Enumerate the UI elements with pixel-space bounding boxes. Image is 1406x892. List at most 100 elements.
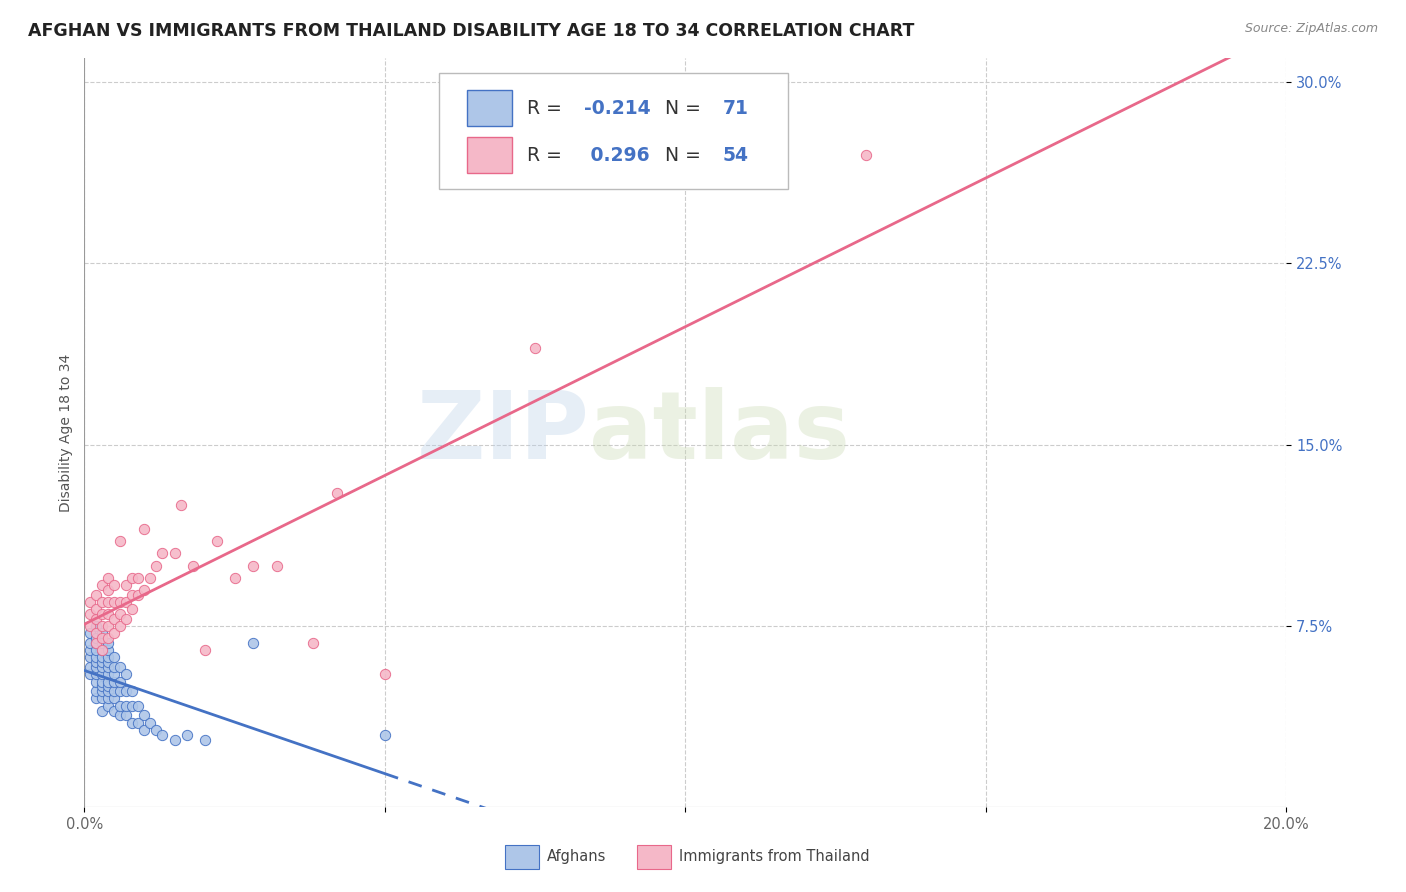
Point [79,595,101,609]
Point [91,578,114,592]
Point [86,643,108,657]
Text: Afghans: Afghans [547,849,606,864]
Point [301,636,323,650]
Point [97,595,120,609]
Point [110,674,132,689]
Point [115,667,138,681]
Point [91,619,114,633]
Point [115,698,138,713]
Point [97,607,120,621]
Point [97,684,120,698]
Point [103,674,125,689]
Point [176,728,198,742]
Point [181,558,204,573]
FancyBboxPatch shape [467,137,512,173]
Point [110,619,132,633]
Point [115,595,138,609]
Point [194,643,217,657]
Point [110,595,132,609]
Point [86,636,108,650]
Point [242,636,264,650]
Point [97,655,120,669]
Text: atlas: atlas [589,386,851,479]
Point [86,626,108,640]
Text: N =: N = [665,99,707,118]
Point [86,631,108,645]
Point [374,667,396,681]
Text: 0.296: 0.296 [585,146,650,165]
Point [91,684,114,698]
Point [79,636,101,650]
Text: AFGHAN VS IMMIGRANTS FROM THAILAND DISABILITY AGE 18 TO 34 CORRELATION CHART: AFGHAN VS IMMIGRANTS FROM THAILAND DISAB… [28,22,914,40]
Point [121,571,143,585]
Point [97,674,120,689]
Point [121,715,143,730]
Point [134,723,156,737]
Point [91,643,114,657]
Text: 71: 71 [723,99,748,118]
Point [103,691,125,706]
Point [110,660,132,674]
Point [79,660,101,674]
Text: Immigrants from Thailand: Immigrants from Thailand [679,849,870,864]
Text: 54: 54 [723,146,748,165]
Point [91,655,114,669]
Point [79,643,101,657]
Point [91,626,114,640]
Point [103,650,125,665]
Point [86,684,108,698]
Point [103,578,125,592]
Point [374,728,396,742]
Point [115,708,138,723]
Point [139,715,162,730]
Point [134,522,156,536]
Point [91,667,114,681]
Point [145,723,167,737]
Point [86,636,108,650]
Point [134,582,156,597]
Point [127,571,149,585]
Point [152,728,174,742]
Point [127,715,149,730]
Point [86,602,108,616]
Point [121,684,143,698]
FancyBboxPatch shape [505,845,538,869]
Text: Source: ZipAtlas.com: Source: ZipAtlas.com [1244,22,1378,36]
Point [91,691,114,706]
Point [855,147,877,161]
Point [103,660,125,674]
Point [91,607,114,621]
Text: ZIP: ZIP [416,386,589,479]
Point [103,626,125,640]
Point [86,674,108,689]
Point [91,631,114,645]
Point [86,667,108,681]
Point [115,578,138,592]
Point [121,588,143,602]
Point [79,626,101,640]
Point [91,650,114,665]
Point [91,643,114,657]
Text: N =: N = [665,146,707,165]
Point [79,667,101,681]
Point [86,660,108,674]
Point [224,571,246,585]
Point [97,650,120,665]
Point [127,698,149,713]
Point [86,655,108,669]
Point [86,650,108,665]
Y-axis label: Disability Age 18 to 34: Disability Age 18 to 34 [59,353,73,512]
Point [163,546,186,560]
Point [205,534,228,549]
Text: -0.214: -0.214 [585,99,651,118]
Point [103,595,125,609]
FancyBboxPatch shape [439,73,787,189]
Point [103,684,125,698]
Point [97,571,120,585]
Point [145,558,167,573]
Point [79,619,101,633]
Point [121,602,143,616]
Point [91,674,114,689]
Point [134,708,156,723]
Point [97,691,120,706]
